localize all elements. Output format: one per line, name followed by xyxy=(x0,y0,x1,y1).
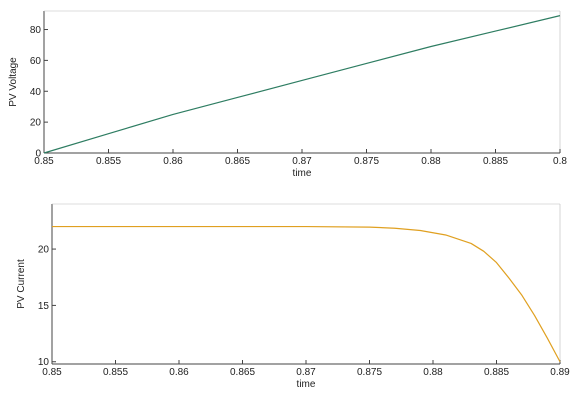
x-tick-label: 0.8 xyxy=(553,156,567,167)
y-axis-label: PV Voltage xyxy=(8,57,19,107)
y-tick-label: 15 xyxy=(38,301,50,312)
x-tick-label: 0.865 xyxy=(230,367,255,378)
x-tick-label: 0.855 xyxy=(103,367,128,378)
x-tick-label: 0.89 xyxy=(550,367,570,378)
x-tick-label: 0.85 xyxy=(34,156,54,167)
y-tick-label: 10 xyxy=(38,357,50,368)
y-tick-label: 0 xyxy=(35,149,41,160)
y-tick-label: 60 xyxy=(30,56,42,67)
y-axis-label: PV Current xyxy=(16,259,27,309)
x-tick-label: 0.88 xyxy=(421,156,441,167)
x-tick-label: 0.865 xyxy=(225,156,250,167)
x-tick-label: 0.86 xyxy=(163,156,183,167)
subplot-2: 0.85 0.855 0.86 0.865 0.87 0.875 0.88 0.885 0.89… xyxy=(16,203,570,390)
series-line-1 xyxy=(43,15,561,154)
y-tick-label: 80 xyxy=(30,25,42,36)
subplot-1: 0.85 0.855 0.86 0.865 0.87 0.875 0.88 0.885 0.8 0… xyxy=(8,10,567,179)
x-tick-label: 0.85 xyxy=(42,367,62,378)
x-tick-label: 0.88 xyxy=(423,367,443,378)
y-tick-label: 20 xyxy=(38,245,50,256)
x-tick-label: 0.875 xyxy=(354,156,379,167)
x-tick-label: 0.86 xyxy=(169,367,189,378)
x-axis-label: time xyxy=(293,168,312,179)
x-tick-label: 0.885 xyxy=(484,367,509,378)
x-tick-label: 0.885 xyxy=(483,156,508,167)
x-axis-label: time xyxy=(297,379,316,390)
y-tick-label: 40 xyxy=(30,87,42,98)
x-tick-label: 0.855 xyxy=(96,156,121,167)
x-tick-label: 0.87 xyxy=(292,156,312,167)
y-tick-label: 20 xyxy=(30,118,42,129)
series-line-1 xyxy=(52,225,561,363)
x-tick-label: 0.87 xyxy=(296,367,316,378)
x-tick-label: 0.875 xyxy=(357,367,382,378)
